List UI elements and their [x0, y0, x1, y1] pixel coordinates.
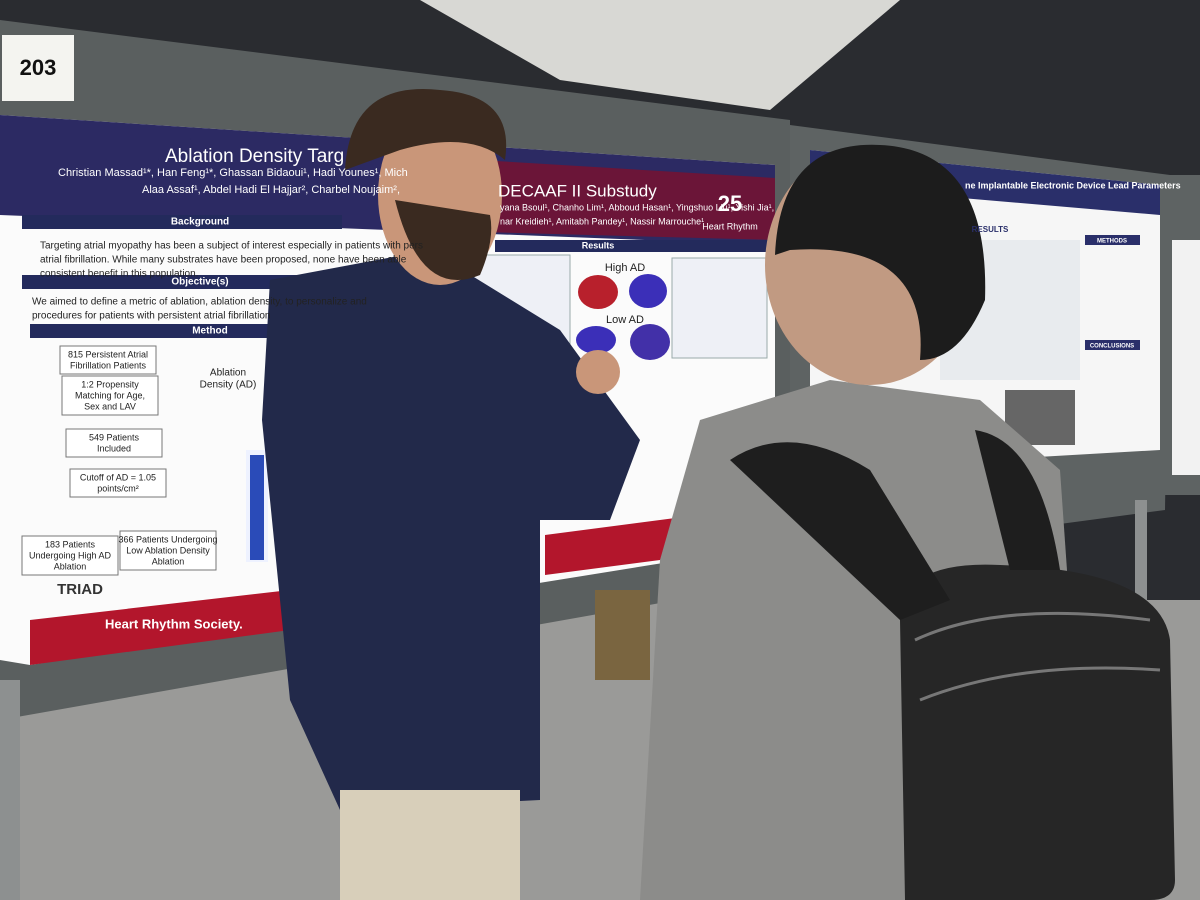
presenter-hair	[345, 89, 507, 170]
flow-text: 549 Patients	[89, 432, 140, 442]
backpack-strap	[975, 430, 1060, 570]
flow-box	[21, 535, 119, 576]
backpack-zipper	[919, 666, 1161, 702]
poster-title: Ablation Density Targ	[165, 146, 344, 167]
backpack-zipper	[914, 611, 1151, 642]
presenter-hand	[576, 350, 620, 394]
heart-map	[630, 324, 670, 360]
ablation-density-label: Density (AD)	[200, 380, 257, 391]
flow-text: Ablation	[152, 556, 185, 566]
flow-text: points/cm²	[97, 483, 139, 493]
right-poster-heading: METHODS	[1097, 239, 1127, 245]
poster-footer	[30, 590, 290, 665]
flow-text: Cutoff of AD = 1.05	[80, 472, 156, 482]
flow-text: Matching for Age,	[75, 390, 145, 400]
flow-text: Low Ablation Density	[126, 545, 210, 555]
poster-authors: Alaa Assaf¹, Abdel Hadi El Hajjar², Char…	[142, 184, 400, 196]
flow-text: Undergoing High AD	[29, 550, 112, 560]
flow-box	[61, 375, 159, 416]
results-table	[671, 257, 768, 359]
results-label: High AD	[605, 262, 645, 274]
flow-box	[59, 345, 157, 375]
background-person	[595, 590, 650, 680]
background-text: consistent benefit in this population.	[40, 269, 198, 280]
presenter-jacket	[262, 250, 640, 810]
flow-text: Sex and LAV	[84, 401, 136, 411]
right-poster-title: ne Implantable Electronic Device Lead Pa…	[965, 180, 1181, 190]
section-bar	[22, 275, 342, 289]
heart-map	[629, 274, 667, 308]
poster-authors: yana Bsoul¹, Chanho Lim¹, Abboud Hasan¹,…	[500, 202, 774, 212]
flow-text: 366 Patients Undergoing	[118, 534, 217, 544]
flow-text: Included	[97, 443, 131, 453]
section-heading: Method	[192, 326, 228, 337]
booth-number: 203	[20, 55, 57, 80]
objective-text: We aimed to define a metric of ablation,…	[32, 297, 367, 308]
flow-box	[119, 530, 217, 571]
backpack	[900, 564, 1175, 900]
right-poster-heading: RESULTS	[972, 225, 1009, 234]
section-bar	[30, 324, 340, 338]
background-text: atrial fibrillation. While many substrat…	[40, 255, 407, 266]
poster-header-accent	[480, 160, 775, 240]
background-text: Targeting atrial myopathy has been a sub…	[40, 241, 423, 252]
presenter-beard	[395, 200, 492, 280]
flow-text: Fibrillation Patients	[70, 360, 147, 370]
histogram-bars	[250, 455, 264, 560]
wall	[420, 0, 900, 110]
far-poster	[1172, 240, 1200, 475]
section-heading: Background	[171, 217, 229, 228]
section-bar	[22, 215, 342, 229]
heart-map	[576, 326, 616, 354]
booth-card	[2, 35, 74, 101]
results-heading: Results	[582, 240, 615, 250]
flow-text: Ablation	[54, 561, 87, 571]
logo-name: Heart Rhythm	[702, 221, 758, 231]
flow-text: 183 Patients	[45, 539, 96, 549]
flow-box	[65, 428, 163, 458]
poster-authors: Christian Massad¹*, Han Feng¹*, Ghassan …	[58, 167, 408, 179]
results-label: Low AD	[606, 314, 644, 326]
section-heading: Objective(s)	[171, 277, 228, 288]
objective-text: procedures for patients with persistent …	[32, 311, 270, 322]
poster-subtitle: DECAAF II Substudy	[498, 181, 657, 200]
attendee-hair	[775, 144, 986, 360]
flow-text: 815 Persistent Atrial	[68, 349, 148, 359]
logo-number: 25	[718, 191, 742, 216]
heart-map	[578, 275, 618, 309]
section-bar	[495, 240, 770, 252]
ablation-density-label: Ablation	[210, 368, 246, 379]
section-bar	[1085, 235, 1140, 245]
flow-text: 1:2 Propensity	[81, 379, 139, 389]
text-layer: 203 Ablation Density Targ DECAAF II Substu…	[20, 55, 1181, 632]
footer-logo: TRIAD	[57, 581, 103, 598]
footer-logo: Heart Rhythm Society.	[105, 616, 243, 631]
board-leg	[0, 680, 20, 900]
section-bar	[1085, 340, 1140, 350]
backpack-strap	[730, 442, 950, 620]
poster-authors: nar Kreidieh¹, Amitabh Pandey¹, Nassir M…	[500, 216, 704, 226]
board-leg	[1135, 500, 1147, 620]
flow-box	[69, 468, 167, 498]
right-poster-heading: CONCLUSIONS	[1090, 344, 1134, 350]
presenter-trousers	[340, 790, 520, 900]
